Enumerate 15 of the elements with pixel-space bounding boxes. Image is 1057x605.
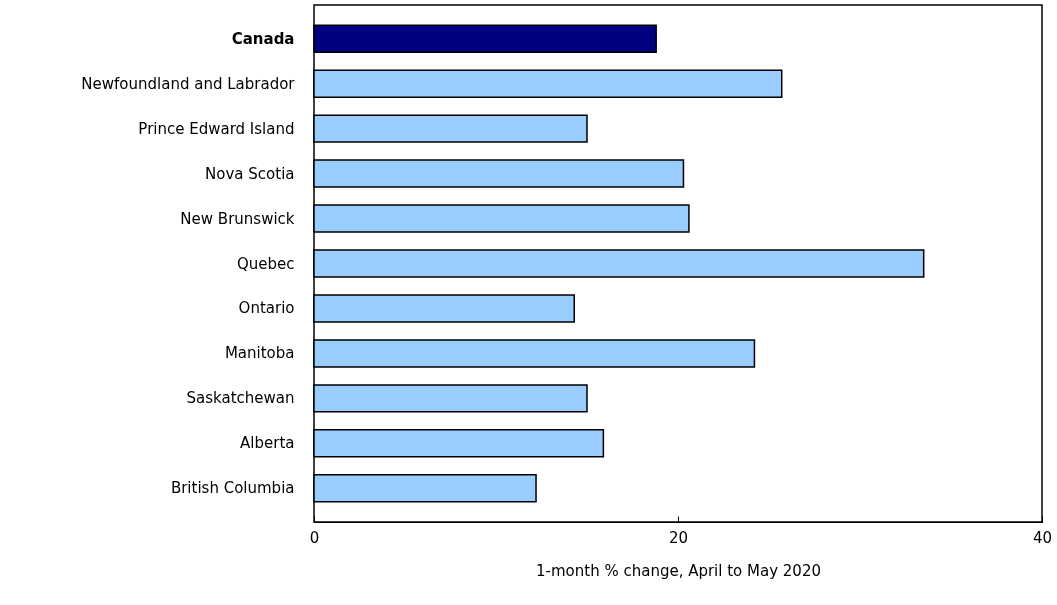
y-tick-label: Canada (231, 29, 295, 48)
y-tick-label: British Columbia (170, 479, 295, 498)
y-tick-label: Quebec (236, 254, 295, 273)
x-tick-label: 20 (668, 528, 689, 547)
y-tick-label: Newfoundland and Labrador (81, 74, 296, 93)
y-tick-label: Ontario (238, 299, 295, 318)
y-tick-label: Manitoba (224, 344, 295, 363)
x-axis-title: 1-month % change, April to May 2020 (536, 561, 821, 580)
y-tick-label: Prince Edward Island (138, 119, 295, 138)
y-tick-label: New Brunswick (180, 209, 295, 228)
x-tick-label: 0 (309, 528, 320, 547)
y-tick-label: Nova Scotia (205, 164, 295, 183)
y-tick-label: Saskatchewan (186, 389, 295, 408)
y-tick-label: Alberta (240, 434, 295, 453)
x-tick-label: 40 (1032, 528, 1053, 547)
